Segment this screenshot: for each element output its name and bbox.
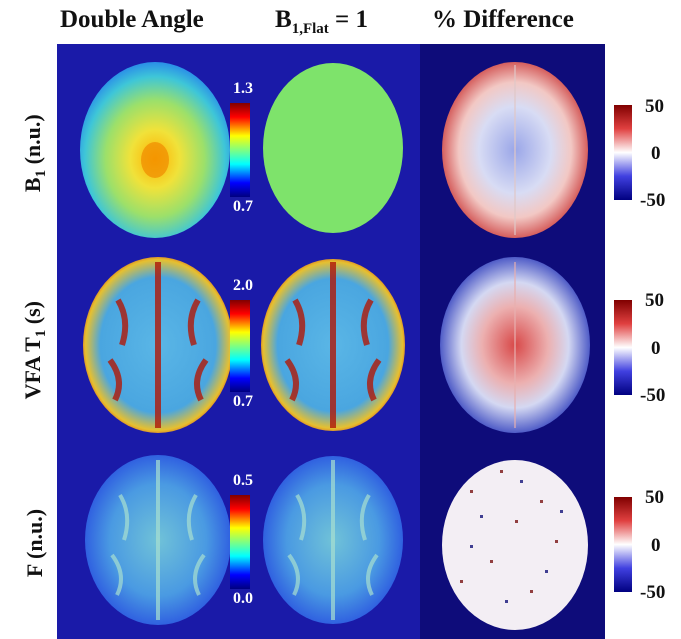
f-difference-map — [442, 460, 588, 630]
b1-colorbar — [230, 103, 250, 197]
t1-colorbar-min: 0.7 — [233, 393, 253, 410]
diff3-min: -50 — [640, 582, 666, 603]
diff1-min: -50 — [640, 190, 666, 211]
diff3-max: 50 — [645, 487, 664, 508]
f-colorbar-max: 0.5 — [233, 472, 253, 489]
col-title-b1-flat: B1,Flat = 1 — [275, 6, 369, 37]
diff2-min: -50 — [640, 385, 666, 406]
col-title-percent-difference: % Difference — [432, 6, 574, 33]
diff2-max: 50 — [645, 290, 664, 311]
b1-colorbar-max: 1.3 — [233, 80, 253, 97]
diff-colorbar-3 — [614, 497, 632, 592]
t1-colorbar — [230, 300, 250, 392]
t1-colorbar-max: 2.0 — [233, 277, 253, 294]
diff-colorbar-1 — [614, 105, 632, 200]
diff2-mid: 0 — [651, 338, 661, 359]
f-colorbar-min: 0.0 — [233, 590, 253, 607]
b1-flat-map — [263, 63, 403, 233]
diff1-mid: 0 — [651, 143, 661, 164]
diff-colorbar-2 — [614, 300, 632, 395]
col-title-double-angle: Double Angle — [60, 6, 204, 33]
f-colorbar — [230, 495, 250, 589]
b1-colorbar-min: 0.7 — [233, 198, 253, 215]
diff3-mid: 0 — [651, 535, 661, 556]
diff1-max: 50 — [645, 96, 664, 117]
